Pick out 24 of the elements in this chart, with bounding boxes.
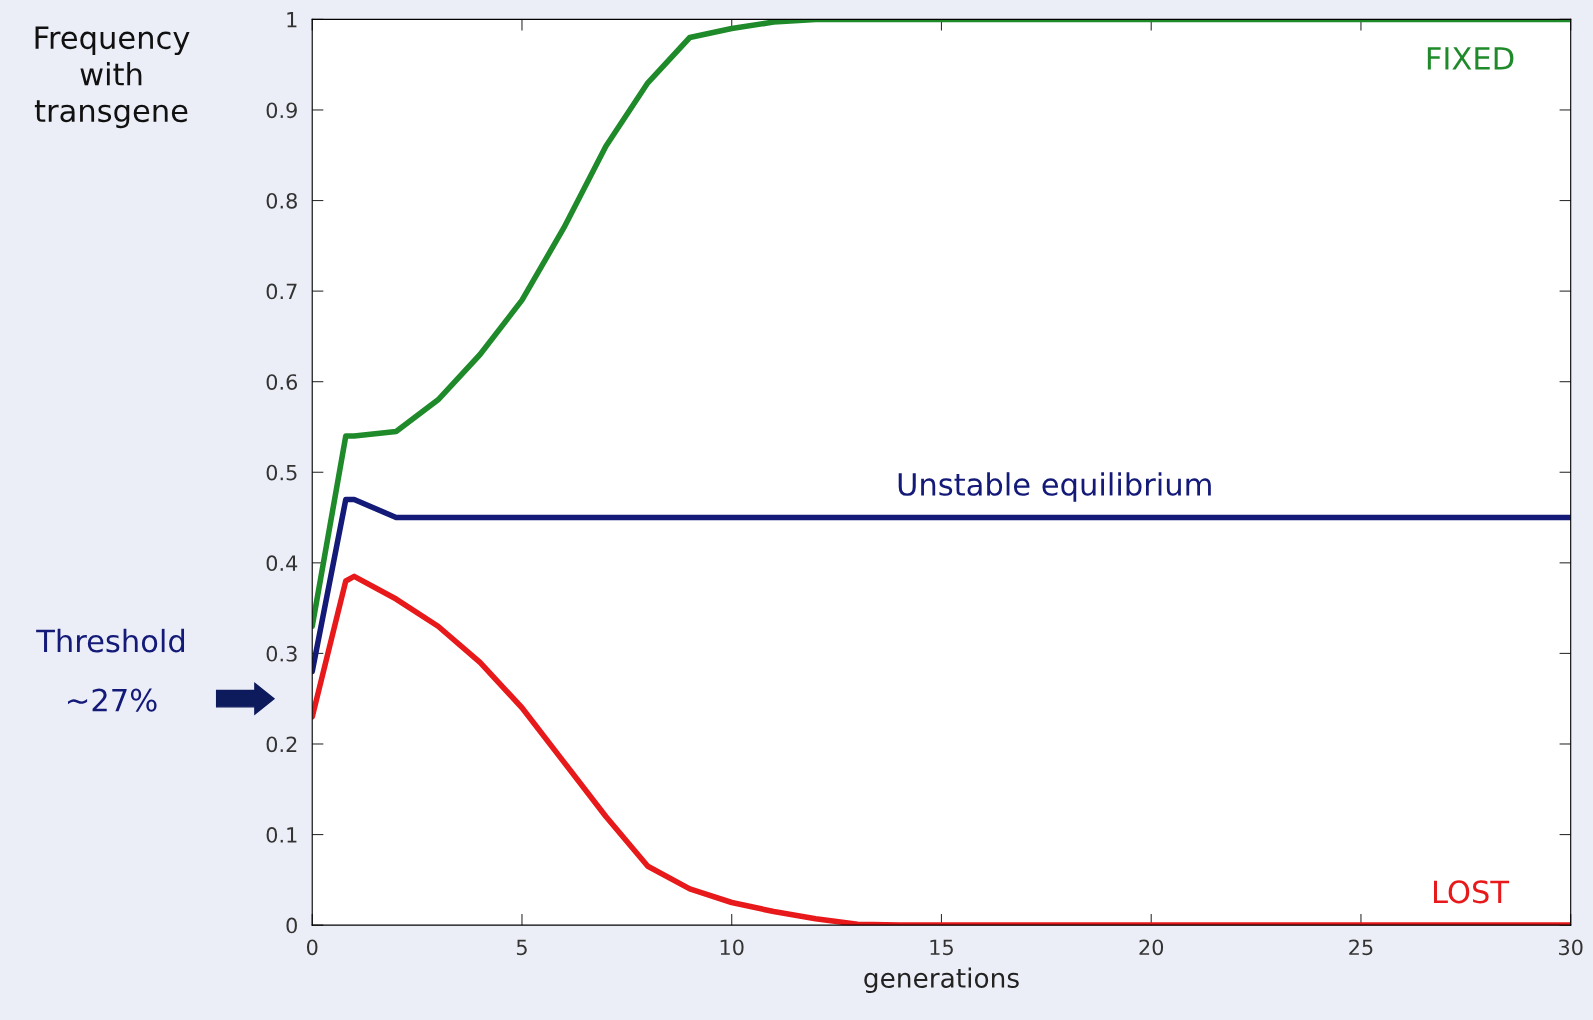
y-tick-label: 0 (286, 917, 297, 934)
y-tick-label: 0.8 (266, 192, 297, 209)
x-tick-label: 20 (1139, 939, 1164, 956)
x-axis-title: generations (864, 967, 1019, 994)
x-tick-label: 0 (306, 939, 318, 956)
x-tick-label: 15 (930, 939, 953, 956)
text: Threshold ~27% (36, 628, 185, 712)
y-tick-label: 0.9 (266, 102, 297, 119)
x-tick-label: 25 (1349, 939, 1373, 956)
x-tick-label: 10 (720, 939, 744, 956)
series-label: Unstable equilibrium (898, 472, 1211, 502)
y-axis-title: Frequency with transgene (34, 26, 190, 129)
y-tick-label: 0.1 (266, 827, 297, 843)
x-tick-label: 30 (1559, 939, 1583, 956)
y-tick-label: 0.4 (266, 555, 298, 572)
y-tick-label: 1 (287, 12, 297, 28)
y-tick-label: 0.2 (266, 736, 297, 753)
series-label: FIXED (1427, 47, 1514, 70)
x-tick-label: 5 (516, 939, 527, 956)
y-tick-label: 0.6 (266, 374, 298, 390)
y-tick-label: 0.5 (266, 464, 297, 481)
series-label: LOST (1434, 880, 1510, 904)
y-tick-label: 0.7 (266, 283, 297, 300)
y-tick-label: 0.3 (266, 645, 297, 662)
